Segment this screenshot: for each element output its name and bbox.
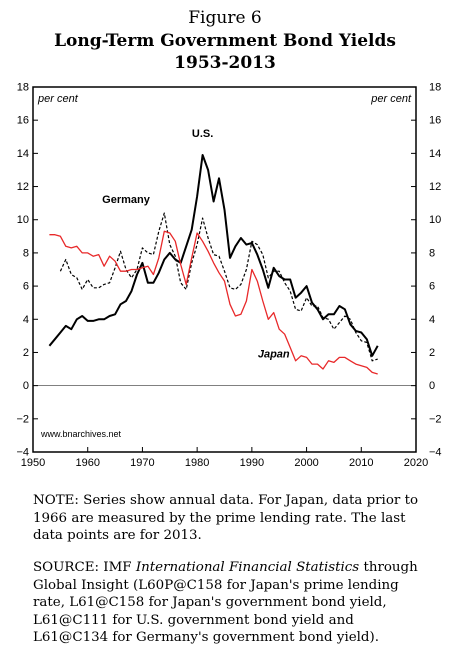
series-annotation: Germany — [102, 194, 151, 206]
series-line-japan — [49, 230, 378, 375]
y-tick-label-left: 12 — [17, 181, 29, 193]
y-tick-label-left: 18 — [17, 82, 29, 94]
chart-subtitle: 1953-2013 — [174, 53, 276, 73]
y-tick-label-left: 14 — [17, 148, 29, 160]
y-tick-label-left: −4 — [16, 447, 29, 459]
figure-label: Figure 6 — [188, 8, 262, 28]
y-tick-label-left: 4 — [23, 314, 29, 326]
x-tick-label: 1960 — [75, 457, 99, 469]
x-tick-label: 2000 — [294, 457, 318, 469]
y-tick-label-left: 6 — [23, 281, 29, 293]
x-tick-label: 2020 — [404, 457, 428, 469]
y-tick-label-left: 0 — [23, 380, 29, 392]
x-tick-label: 1990 — [240, 457, 264, 469]
y-tick-label-left: 16 — [17, 115, 29, 127]
series-annotation: U.S. — [192, 128, 213, 140]
chart-note: NOTE: Series show annual data. For Japan… — [33, 492, 433, 545]
y-unit-right: per cent — [370, 93, 412, 105]
bond-yield-chart: −4 −4 −2 −2 0 0 2 2 4 4 6 6 8 8 10 10 12 12 14 14 16 16 18 18 19… — [16, 82, 442, 470]
y-unit-left: per cent — [37, 93, 79, 105]
series-line-us — [48, 154, 379, 357]
chart-title: Long-Term Government Bond Yields — [54, 31, 396, 51]
y-tick-label-right: 2 — [429, 347, 435, 359]
y-tick-label-right: 14 — [429, 148, 441, 160]
y-tick-label-right: −2 — [429, 413, 442, 425]
y-tick-label-left: 8 — [23, 247, 29, 259]
x-tick-label: 1950 — [21, 457, 45, 469]
y-tick-label-right: 18 — [429, 82, 441, 94]
plot-frame — [32, 86, 417, 453]
y-tick-label-right: −4 — [429, 447, 442, 459]
note-text: NOTE: Series show annual data. For Japan… — [33, 493, 419, 543]
x-tick-label: 1970 — [130, 457, 154, 469]
source-publication: International Financial Statistics — [135, 560, 360, 575]
x-tick-label: 1980 — [185, 457, 209, 469]
source-text: SOURCE: IMF International Financial Stat… — [33, 559, 433, 647]
y-tick-label-right: 4 — [429, 314, 435, 326]
source-prefix: SOURCE: IMF — [33, 560, 136, 575]
y-tick-label-right: 0 — [429, 380, 435, 392]
y-tick-label-left: −2 — [16, 413, 29, 425]
y-tick-label-left: 2 — [23, 347, 29, 359]
y-tick-label-left: 10 — [17, 214, 29, 226]
x-tick-label: 2010 — [349, 457, 373, 469]
y-tick-label-right: 8 — [429, 247, 435, 259]
y-tick-label-right: 16 — [429, 115, 441, 127]
y-tick-label-right: 6 — [429, 281, 435, 293]
y-tick-label-right: 12 — [429, 181, 441, 193]
series-line-germany — [59, 212, 378, 362]
chart-source: SOURCE: IMF International Financial Stat… — [33, 559, 433, 647]
series-annotation: Japan — [258, 348, 290, 360]
source-watermark: www.bnarchives.net — [40, 429, 122, 439]
y-tick-label-right: 10 — [429, 214, 441, 226]
